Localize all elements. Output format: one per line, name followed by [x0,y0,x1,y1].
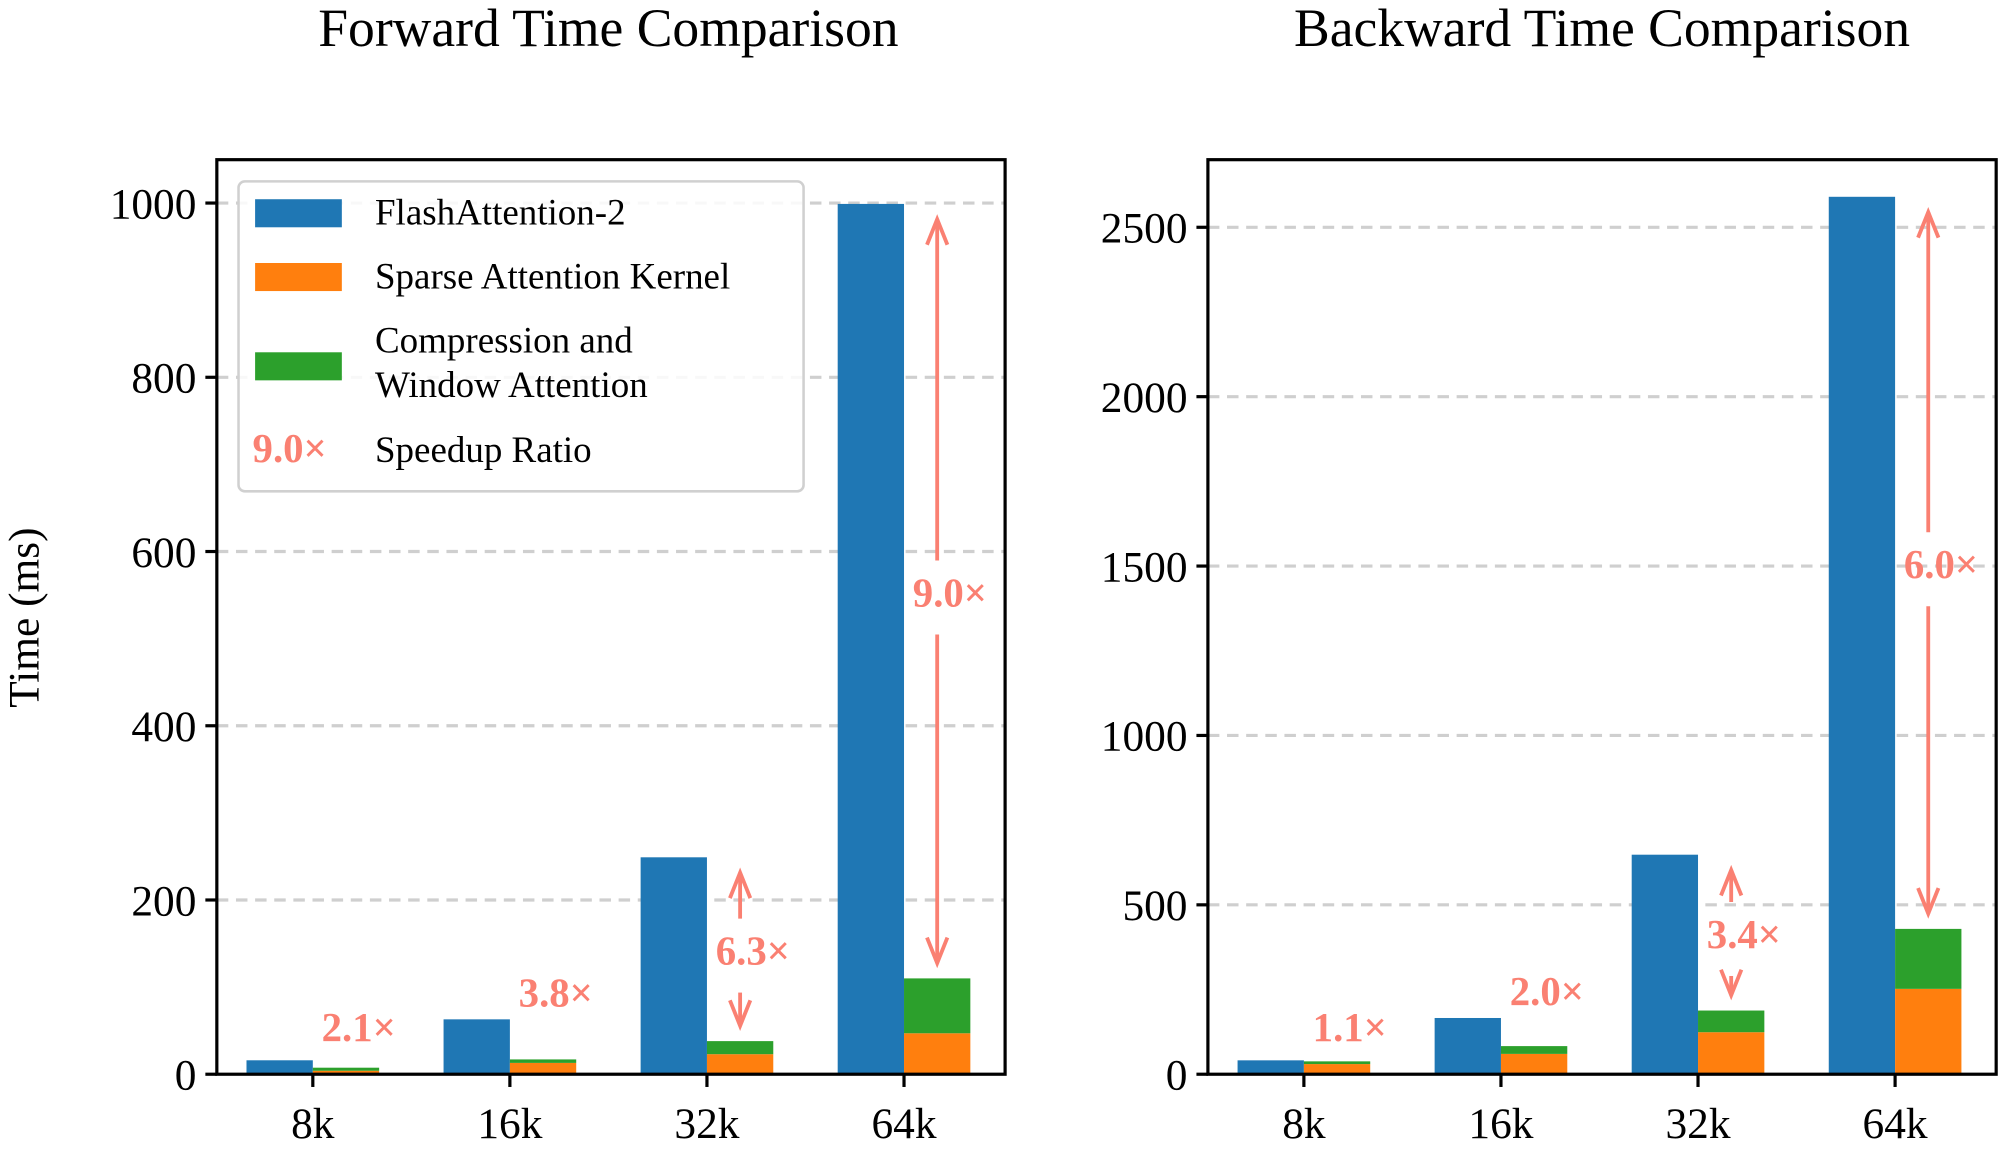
bar-compression-window [1303,1061,1371,1065]
bar-flashattention [1828,196,1896,1075]
y-tick-label: 200 [131,877,196,925]
arrowhead-up [925,214,950,246]
arrowhead-up [728,867,753,899]
arrowhead-up [1719,864,1744,897]
bar-sparse-attention [1303,1064,1371,1075]
arrowhead-down [728,999,753,1031]
forward-title: Forward Time Comparison [318,0,898,58]
forward-plot: 0 200 400 600 800 1000 8k 2.1× 16k 3.8× 32k 6.3× 64k… [110,158,1007,1148]
bar-sparse-attention [1698,1032,1765,1075]
bar-flashattention [1434,1017,1501,1075]
y-tick-label: 1000 [110,180,197,228]
bar-sparse-attention [509,1062,577,1075]
arrowhead-down [1916,887,1941,919]
legend: FlashAttention-2 Sparse Attention Kernel… [237,180,805,493]
backward-title: Backward Time Comparison [1294,0,1910,58]
legend-label-compression-line1: Compression and [375,319,633,360]
legend-label-sparse: Sparse Attention Kernel [375,256,730,297]
bar-sparse-attention [312,1070,380,1075]
bar-compression-window [509,1059,577,1063]
x-tick-label: 8k [1282,1100,1326,1148]
arrowhead-down [925,936,950,969]
x-tick-label: 16k [1468,1100,1533,1148]
legend-label-compression-line2: Window Attention [375,364,648,405]
speedup-label: 6.3× [716,929,790,974]
bar-compression-window [1500,1046,1568,1054]
y-tick-label: 400 [131,703,196,751]
y-tick-label: 1000 [1101,713,1188,761]
speedup-label: 3.4× [1707,912,1781,957]
axes-frame [215,158,1007,1076]
y-tick-label: 0 [1166,1052,1188,1100]
speedup-label: 6.0× [1904,542,1978,587]
bar-sparse-attention [1500,1053,1568,1075]
speedup-label: 2.0× [1510,969,1584,1014]
y-tick-label: 1500 [1101,543,1188,591]
speedup-label: 2.1× [322,1005,396,1050]
legend-marker-speedup: 9.0× [253,426,327,471]
x-tick-label: 16k [477,1100,542,1148]
x-tick-label: 64k [1863,1100,1928,1148]
x-tick-label: 32k [674,1100,739,1148]
legend-label-speedup: Speedup Ratio [375,429,592,470]
bar-flashattention [443,1019,510,1075]
bar-sparse-attention [1895,988,1962,1075]
bar-flashattention [246,1060,313,1075]
y-axis-label: Time (ms) [0,527,48,707]
x-tick-label: 64k [871,1100,936,1148]
speedup-label: 9.0× [913,570,987,615]
y-tick-label: 500 [1122,882,1187,930]
bar-compression-window [904,978,971,1034]
bar-compression-window [1698,1010,1765,1033]
bar-sparse-attention [904,1033,971,1075]
y-tick-label: 2500 [1101,205,1188,253]
bar-flashattention [1237,1060,1304,1075]
x-tick-label: 32k [1665,1100,1730,1148]
bar-sparse-attention [706,1054,774,1075]
bar-flashattention [1631,854,1699,1075]
bar-compression-window [312,1067,380,1071]
legend-swatch-flashattention [255,199,342,228]
arrowhead-down [1719,969,1744,1001]
bar-compression-window [706,1041,774,1055]
arrowhead-up [1916,206,1941,239]
x-tick-label: 8k [291,1100,335,1148]
y-tick-label: 0 [175,1052,197,1100]
y-tick-label: 800 [131,355,196,403]
y-tick-label: 600 [131,529,196,577]
backward-plot: 0 500 1000 1500 2000 2500 8k 1.1× 16k 2.0× 32k 3.4×… [1101,158,1998,1148]
axes-frame [1206,158,1998,1076]
bar-compression-window [1895,928,1962,989]
y-tick-label: 2000 [1101,374,1188,422]
bar-flashattention [640,857,707,1075]
speedup-label: 3.8× [519,971,593,1016]
speedup-label: 1.1× [1313,1005,1387,1050]
legend-swatch-sparse [255,263,342,292]
legend-frame [237,180,805,493]
legend-swatch-compression [255,352,342,381]
legend-label-flashattention: FlashAttention-2 [375,192,626,233]
bar-flashattention [837,203,905,1075]
